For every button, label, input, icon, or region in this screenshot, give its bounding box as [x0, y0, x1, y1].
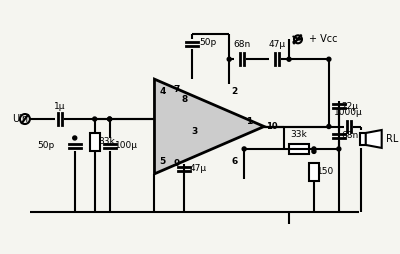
Text: 100µ: 100µ: [115, 141, 138, 150]
Circle shape: [312, 147, 316, 151]
Text: 1000µ: 1000µ: [334, 107, 363, 117]
Text: + Vcc: + Vcc: [309, 34, 338, 44]
Text: 47µ: 47µ: [189, 164, 206, 173]
Bar: [360, 133, 366, 145]
Text: 1: 1: [246, 117, 252, 126]
Text: 33k: 33k: [99, 137, 116, 147]
Circle shape: [242, 147, 246, 151]
Text: RL: RL: [386, 134, 398, 144]
Bar: [90, 133, 100, 151]
Text: 22µ: 22µ: [342, 102, 359, 110]
Circle shape: [108, 117, 112, 121]
Text: 33k: 33k: [291, 130, 307, 139]
Circle shape: [312, 149, 316, 153]
Text: 47µ: 47µ: [268, 40, 286, 49]
Text: 50p: 50p: [199, 38, 216, 47]
Circle shape: [227, 57, 231, 61]
Circle shape: [327, 124, 331, 129]
Text: 6: 6: [231, 157, 237, 166]
Circle shape: [287, 57, 291, 61]
Text: 68n: 68n: [234, 40, 251, 49]
Text: 8: 8: [181, 94, 188, 104]
Circle shape: [327, 57, 331, 61]
Circle shape: [73, 136, 77, 140]
Bar: [289, 144, 309, 154]
Text: 7: 7: [173, 85, 180, 94]
Circle shape: [337, 147, 341, 151]
Text: Uin: Uin: [12, 114, 28, 124]
Circle shape: [108, 117, 112, 121]
Text: 4: 4: [159, 87, 166, 96]
Bar: [309, 163, 319, 181]
Text: 9: 9: [173, 159, 180, 168]
Text: 68n: 68n: [342, 132, 359, 140]
Text: 50p: 50p: [38, 141, 55, 150]
Text: 10: 10: [266, 122, 278, 131]
Text: 3: 3: [191, 127, 198, 136]
Polygon shape: [154, 79, 264, 174]
Circle shape: [93, 117, 97, 121]
Text: 1µ: 1µ: [54, 102, 66, 111]
Polygon shape: [366, 130, 382, 148]
Text: 2: 2: [231, 87, 237, 96]
Text: 5: 5: [159, 157, 166, 166]
Text: 150: 150: [317, 167, 334, 176]
